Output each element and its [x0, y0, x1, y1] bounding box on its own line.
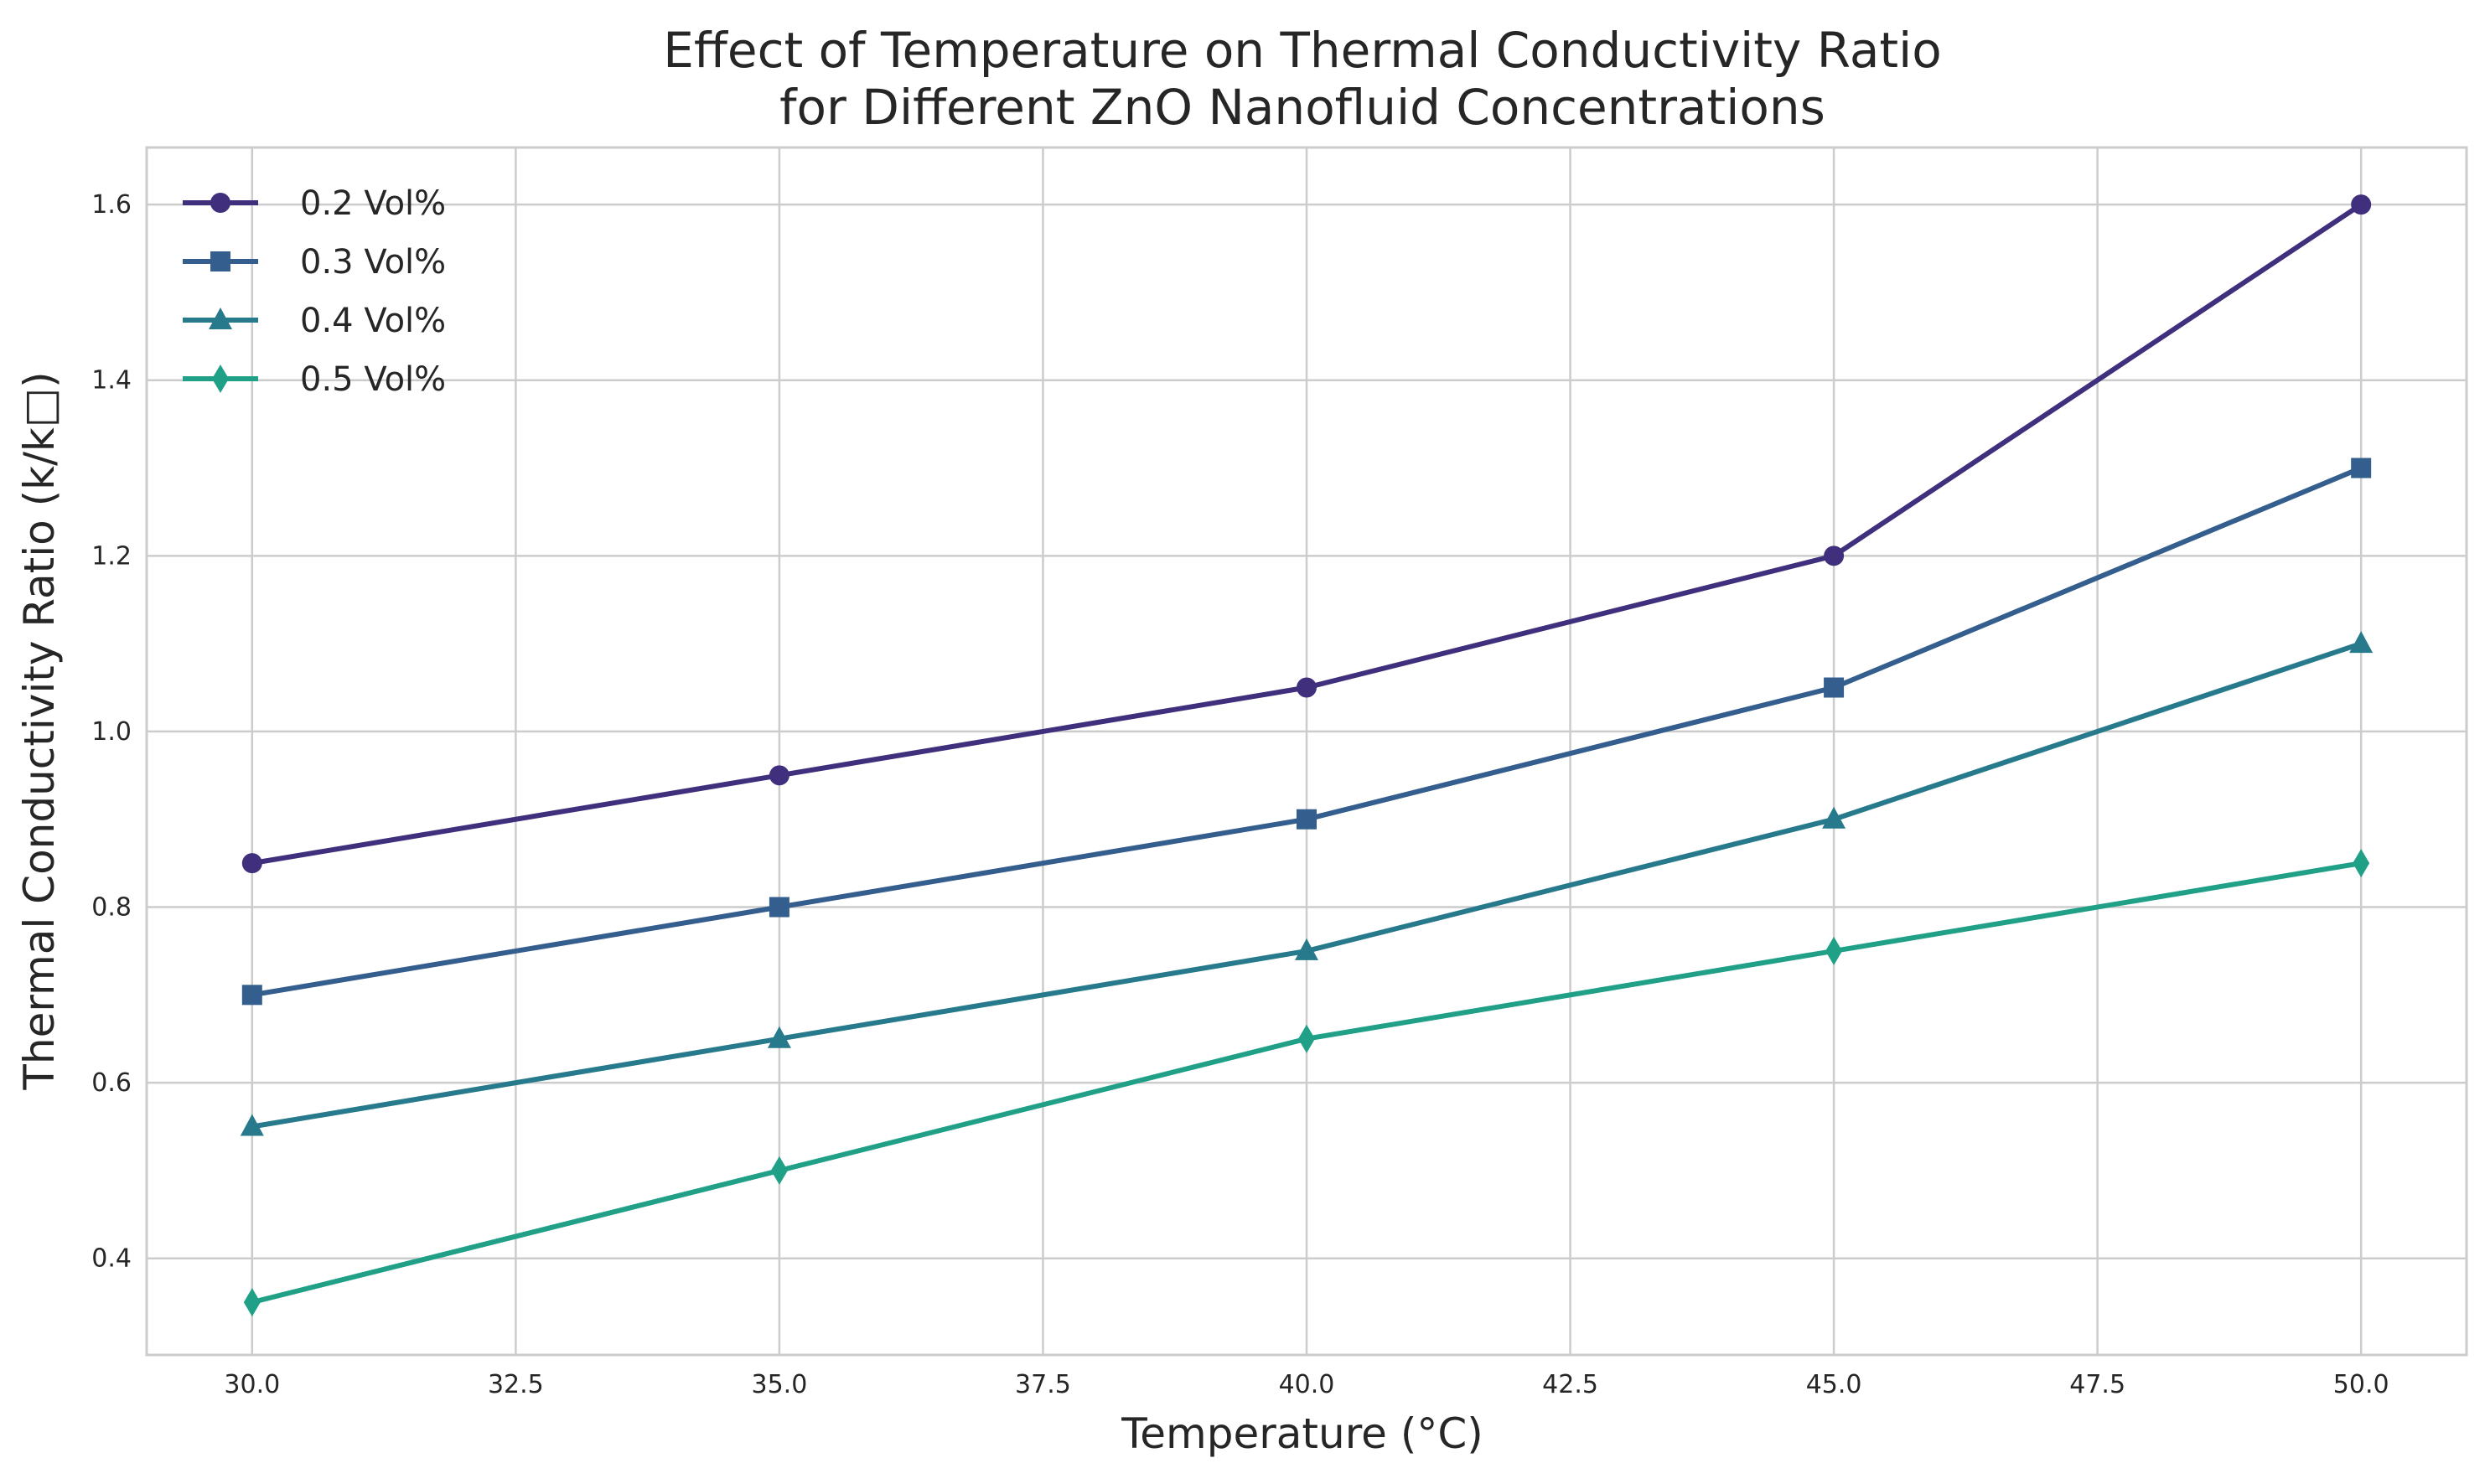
- y-tick-label: 1.4: [91, 366, 132, 396]
- legend-marker-circle: [210, 193, 230, 213]
- x-axis-ticks: 30.0 32.5 35.0 37.5 40.0 42.5 45.0 47.5 50.0: [224, 1370, 2389, 1399]
- data-point-circle: [2351, 194, 2372, 215]
- data-point-square: [769, 897, 789, 918]
- grid: [147, 147, 2467, 1355]
- x-tick-label: 42.5: [1542, 1370, 1598, 1399]
- chart-title-line-2: for Different ZnO Nanofluid Concentratio…: [779, 79, 1825, 136]
- y-tick-label: 1.6: [91, 190, 132, 220]
- data-point-triangle: [2349, 631, 2374, 654]
- chart-title-line-1: Effect of Temperature on Thermal Conduct…: [663, 22, 1941, 79]
- data-point-square: [1824, 677, 1845, 698]
- legend-entry: 0.3 Vol%: [183, 243, 446, 282]
- data-point-diamond: [1825, 936, 1843, 965]
- legend-marker-square: [210, 251, 230, 271]
- data-point-diamond: [770, 1156, 788, 1185]
- series-4: [243, 849, 2370, 1317]
- x-tick-label: 45.0: [1806, 1370, 1862, 1399]
- legend: 0.2 Vol% 0.3 Vol% 0.4 Vol% 0.5 Vol%: [183, 184, 446, 399]
- data-point-diamond: [1298, 1024, 1315, 1053]
- data-point-triangle: [240, 1114, 264, 1136]
- series-layer: [240, 194, 2374, 1317]
- data-point-circle: [769, 765, 789, 786]
- legend-label: 0.2 Vol%: [300, 184, 446, 223]
- y-tick-label: 0.6: [91, 1068, 132, 1098]
- y-tick-label: 1.2: [91, 541, 132, 571]
- series-1: [241, 194, 2372, 874]
- data-point-diamond: [2353, 849, 2370, 878]
- x-tick-label: 30.0: [224, 1370, 280, 1399]
- data-point-circle: [1297, 677, 1317, 698]
- data-point-square: [2351, 458, 2372, 478]
- x-tick-label: 40.0: [1279, 1370, 1335, 1399]
- data-point-triangle: [767, 1026, 791, 1048]
- x-tick-label: 32.5: [488, 1370, 544, 1399]
- series-2: [241, 458, 2372, 1006]
- x-tick-label: 35.0: [752, 1370, 808, 1399]
- data-point-square: [1297, 809, 1317, 830]
- y-tick-label: 0.8: [91, 893, 132, 923]
- legend-marker-triangle: [209, 308, 232, 329]
- data-point-square: [241, 985, 262, 1006]
- y-tick-label: 0.4: [91, 1244, 132, 1274]
- legend-entry: 0.4 Vol%: [183, 302, 446, 340]
- y-axis-ticks: 0.4 0.6 0.8 1.0 1.2 1.4 1.6: [91, 190, 132, 1274]
- data-point-circle: [241, 853, 262, 874]
- legend-label: 0.3 Vol%: [300, 243, 446, 282]
- y-axis-label: Thermal Conductivity Ratio (k/k□): [15, 371, 64, 1090]
- data-point-triangle: [1295, 938, 1318, 960]
- data-point-triangle: [1822, 806, 1846, 829]
- y-tick-label: 1.0: [91, 717, 132, 747]
- x-tick-label: 37.5: [1015, 1370, 1071, 1399]
- legend-label: 0.4 Vol%: [300, 302, 446, 340]
- legend-entry: 0.2 Vol%: [183, 184, 446, 223]
- legend-entry: 0.5 Vol%: [183, 360, 446, 399]
- data-point-circle: [1824, 546, 1845, 566]
- legend-label: 0.5 Vol%: [300, 360, 446, 399]
- legend-marker-diamond: [212, 365, 229, 393]
- plot-area: 30.0 32.5 35.0 37.5 40.0 42.5 45.0 47.5 50.0 0.4…: [91, 146, 2468, 1399]
- x-tick-label: 47.5: [2069, 1370, 2125, 1399]
- x-axis-label: Temperature (°C): [1121, 1409, 1483, 1458]
- data-point-diamond: [243, 1288, 261, 1317]
- x-tick-label: 50.0: [2333, 1370, 2389, 1399]
- plot-frame: [145, 146, 2468, 1357]
- series-3: [240, 631, 2374, 1136]
